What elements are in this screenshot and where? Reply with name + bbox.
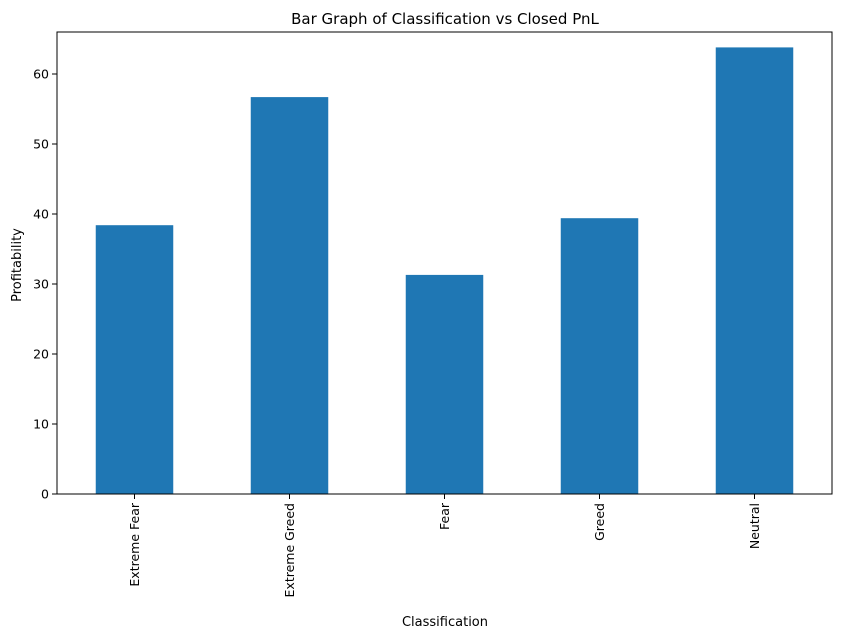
- x-tick-label: Fear: [437, 502, 452, 530]
- y-axis-label: Profitability: [10, 228, 25, 302]
- x-tick-label: Neutral: [747, 503, 762, 549]
- y-tick-label: 60: [33, 67, 49, 82]
- chart-title: Bar Graph of Classification vs Closed Pn…: [291, 10, 599, 28]
- y-tick-label: 30: [33, 277, 49, 292]
- y-tick-label: 10: [33, 417, 49, 432]
- bar: [560, 218, 639, 494]
- x-tick-label: Extreme Fear: [127, 502, 142, 586]
- y-tick-label: 50: [33, 137, 49, 152]
- bar: [405, 274, 484, 494]
- y-tick-label: 20: [33, 347, 49, 362]
- y-tick-label: 40: [33, 207, 49, 222]
- bar: [250, 97, 329, 494]
- plot-area: 0 10 20 30 40 50 60 Extreme Fear Extreme Greed Fe…: [33, 31, 833, 597]
- bar: [715, 47, 794, 495]
- x-tick-label: Extreme Greed: [282, 503, 297, 597]
- x-axis-label: Classification: [402, 615, 488, 630]
- y-tick-label: 0: [41, 487, 49, 502]
- bar: [95, 225, 174, 494]
- x-tick-label: Greed: [592, 503, 607, 541]
- plot-frame: [56, 31, 833, 495]
